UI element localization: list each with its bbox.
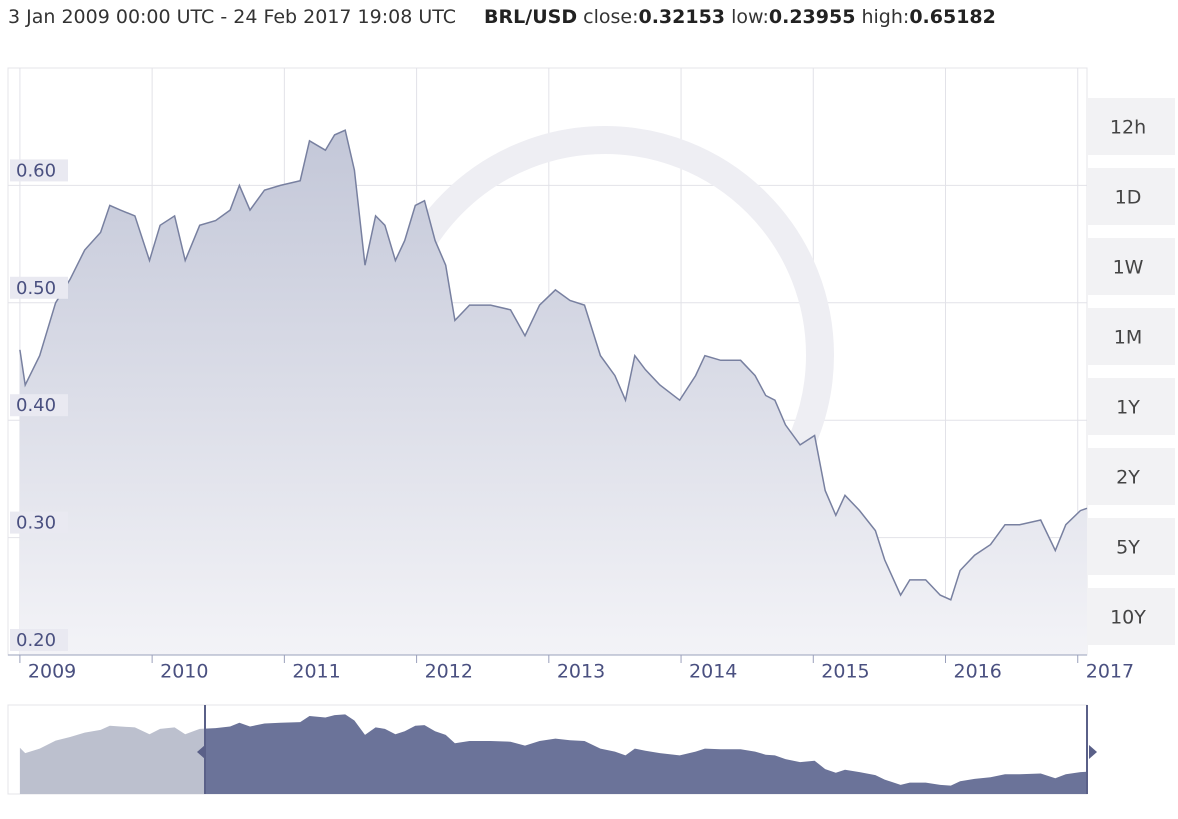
range-button-label[interactable]: 1Y: [1116, 397, 1140, 419]
y-tick-label: 0.20: [16, 630, 56, 651]
x-tick-label: 2011: [292, 661, 340, 683]
y-tick-label-bg: [10, 511, 68, 534]
y-tick-label-bg: [10, 276, 68, 299]
range-button-label[interactable]: 12h: [1110, 117, 1146, 139]
range-button[interactable]: [1087, 588, 1175, 645]
x-tick-label: 2017: [1086, 661, 1134, 683]
low-label: low:: [731, 6, 769, 28]
area: [205, 714, 1087, 794]
y-tick-label: 0.30: [16, 513, 56, 534]
range-button-label[interactable]: 1M: [1114, 327, 1142, 349]
high-label: high:: [861, 6, 910, 28]
x-tick-label: 2012: [425, 661, 473, 683]
y-tick-label: 0.60: [16, 160, 56, 181]
header: 3 Jan 2009 00:00 UTC - 24 Feb 2017 19:08…: [8, 6, 996, 28]
y-tick-label-bg: [10, 394, 68, 417]
range-button-label[interactable]: 1D: [1115, 187, 1142, 209]
close-value: 0.32153: [638, 6, 726, 28]
area: [19, 130, 1087, 655]
navigator-handle[interactable]: [1089, 745, 1097, 759]
range-button[interactable]: [1087, 308, 1175, 365]
pair: BRL/USD: [484, 6, 578, 28]
range-button[interactable]: [1087, 448, 1175, 505]
range-button[interactable]: [1087, 168, 1175, 225]
range-button[interactable]: [1087, 238, 1175, 295]
y-tick-label: 0.50: [16, 278, 56, 299]
range-button-label[interactable]: 10Y: [1110, 607, 1146, 629]
line: [19, 129, 1088, 601]
range-button[interactable]: [1087, 378, 1175, 435]
x-tick-label: 2009: [28, 661, 76, 683]
range-button-label[interactable]: 1W: [1113, 257, 1144, 279]
navigator-handle[interactable]: [197, 745, 205, 759]
range-button[interactable]: [1087, 518, 1175, 575]
x-tick-label: 2010: [160, 661, 208, 683]
x-tick-label: 2016: [954, 661, 1002, 683]
range-button[interactable]: [1087, 98, 1175, 155]
x-tick-label: 2015: [821, 661, 869, 683]
area: [19, 725, 205, 794]
high-value: 0.65182: [909, 6, 996, 28]
low-value: 0.23955: [768, 6, 856, 28]
range-button-label[interactable]: 5Y: [1116, 537, 1140, 559]
y-tick-label-bg: [10, 629, 68, 651]
close-label: close:: [583, 6, 639, 28]
y-tick-label: 0.40: [16, 395, 56, 416]
y-tick-label-bg: [10, 159, 68, 182]
x-tick-label: 2013: [557, 661, 605, 683]
date-range: 3 Jan 2009 00:00 UTC - 24 Feb 2017 19:08…: [8, 6, 456, 28]
x-tick-label: 2014: [689, 661, 737, 683]
range-button-label[interactable]: 2Y: [1116, 467, 1140, 489]
